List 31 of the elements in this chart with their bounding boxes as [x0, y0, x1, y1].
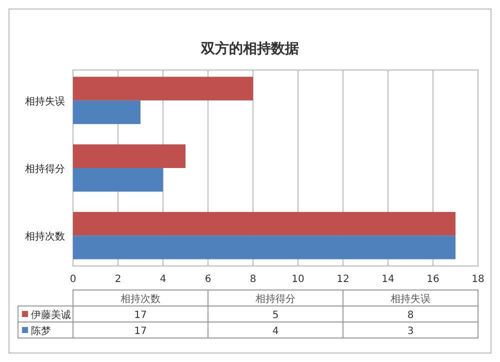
bar	[73, 212, 456, 236]
x-tick-label: 相持得分	[256, 293, 296, 305]
x-tick-label: 2	[114, 274, 122, 285]
x-tick-label: 18	[472, 274, 484, 285]
data-label: 8	[407, 310, 414, 321]
x-tick-label: 相持次数	[120, 293, 160, 305]
bar	[73, 144, 186, 168]
x-tick-label: 0	[70, 274, 76, 285]
chart-title: 双方的相持数据	[200, 40, 299, 57]
bar	[73, 236, 456, 260]
y-tick-label: 伊藤美诚	[31, 309, 71, 321]
x-tick-label: 8	[250, 274, 256, 285]
x-tick-label: 4	[160, 274, 166, 285]
x-tick-label: 相持失误	[390, 293, 430, 305]
y-tick-label: 相持得分	[25, 163, 65, 175]
bar	[73, 76, 253, 100]
y-tick-label: 相持失误	[25, 95, 65, 108]
x-tick-label: 16	[426, 274, 440, 285]
data-label: 5	[272, 310, 279, 321]
data-label: 17	[134, 310, 147, 321]
x-tick-label: 10	[292, 274, 304, 285]
x-tick-label: 6	[204, 274, 212, 285]
data-label: 4	[272, 326, 279, 337]
data-label: 3	[407, 326, 414, 337]
data-label: 17	[134, 326, 147, 337]
x-tick-label: 12	[336, 274, 350, 285]
bar	[73, 168, 163, 192]
y-tick-label: 陈梦	[31, 325, 51, 337]
bar	[73, 100, 140, 124]
y-tick-label: 相持次数	[25, 230, 65, 243]
x-tick-label: 14	[382, 274, 394, 285]
